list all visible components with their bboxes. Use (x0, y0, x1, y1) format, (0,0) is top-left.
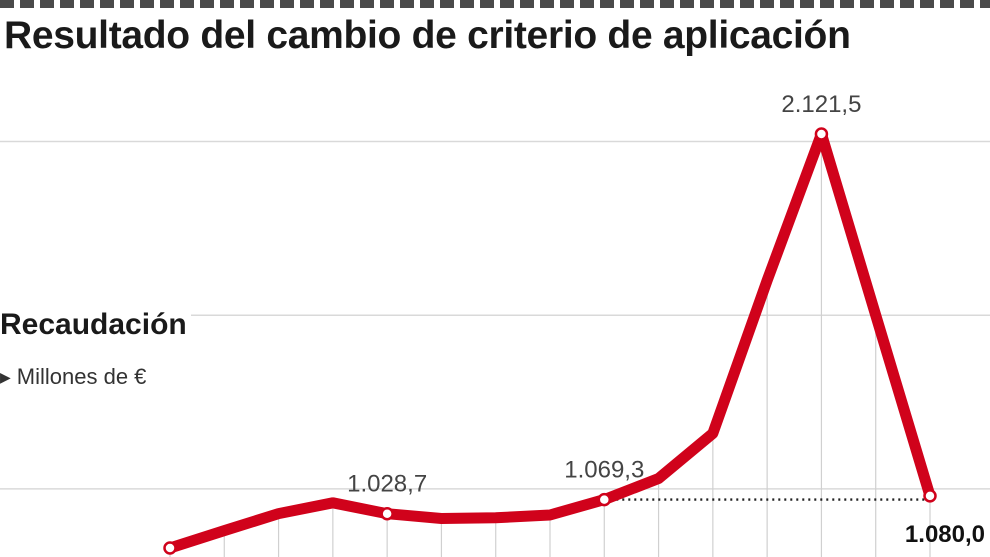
data-label: 1.080,0 (905, 521, 985, 548)
series-line-recaudacion (164, 128, 936, 554)
data-point (814, 127, 829, 141)
series-label: Recaudación (0, 308, 191, 342)
top-decorative-strip (0, 0, 990, 8)
data-point (380, 506, 394, 521)
unit-label-row: ▶ Millones de € (0, 364, 151, 390)
data-label: 1.069,3 (564, 457, 644, 484)
data-label: 1.028,7 (347, 471, 427, 498)
data-points (163, 127, 937, 555)
chart-title: Resultado del cambio de criterio de apli… (4, 14, 851, 57)
data-label: 2.121,5 (781, 91, 861, 118)
unit-label: Millones de € (16, 364, 147, 389)
data-labels: 1.028,7 1.069,3 2.121,5 1.080,0 (347, 91, 985, 548)
data-point (923, 489, 937, 503)
data-point (163, 541, 177, 555)
arrow-right-icon: ▶ (0, 369, 11, 385)
data-point (597, 492, 612, 507)
